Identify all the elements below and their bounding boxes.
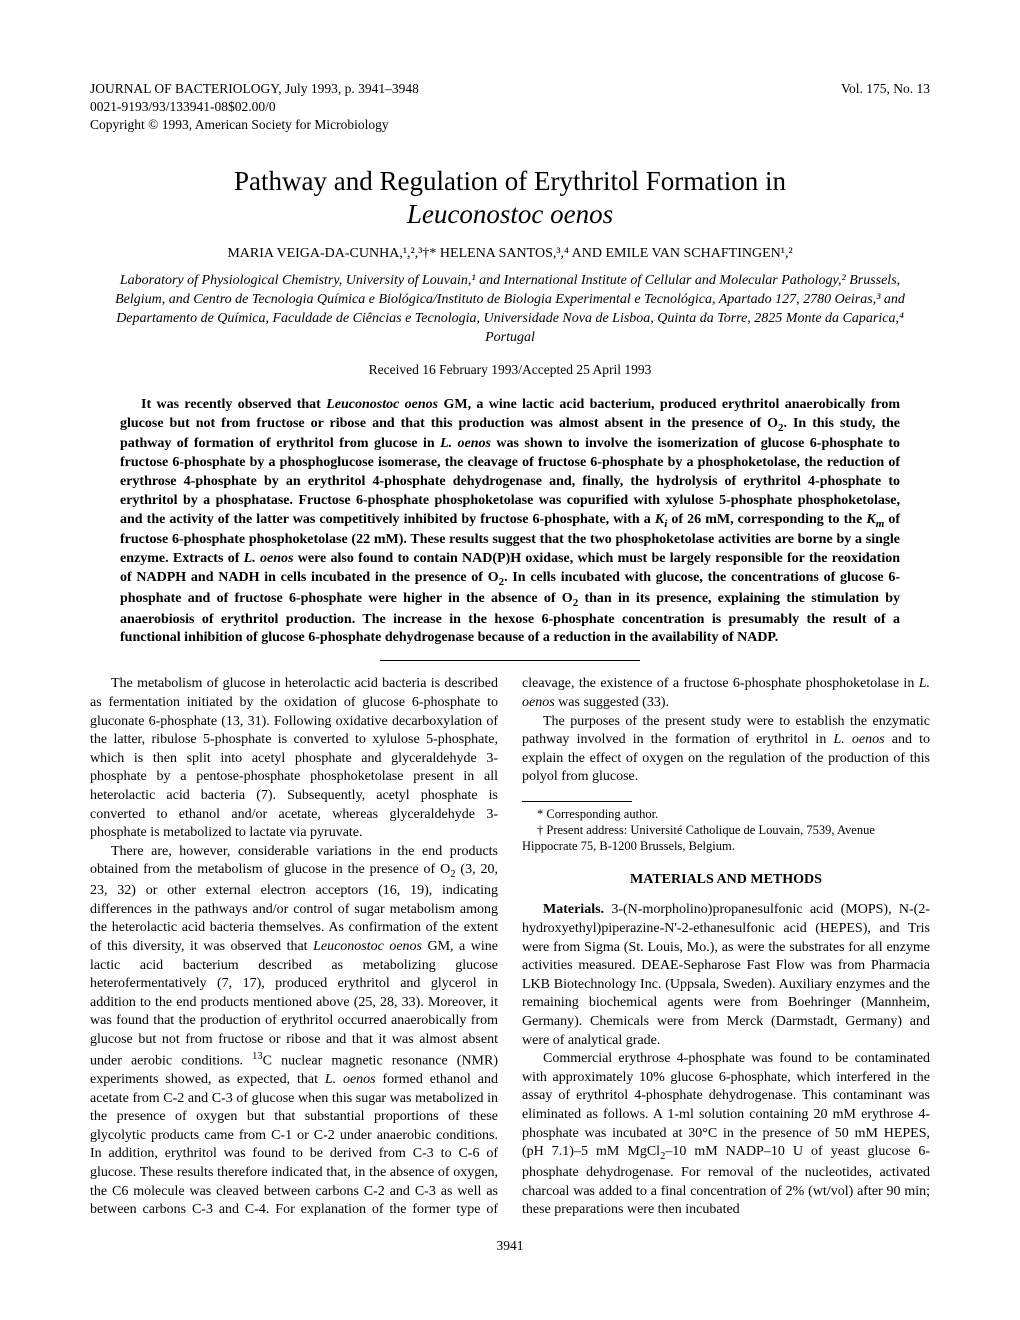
header-left: JOURNAL OF BACTERIOLOGY, July 1993, p. 3… (90, 80, 419, 135)
header-right: Vol. 175, No. 13 (841, 80, 930, 135)
abstract: It was recently observed that Leuconosto… (120, 396, 900, 649)
page: JOURNAL OF BACTERIOLOGY, July 1993, p. 3… (0, 0, 1020, 1320)
footnote-block: * Corresponding author. † Present addres… (522, 801, 930, 855)
footnotes: * Corresponding author. † Present addres… (522, 806, 930, 855)
issn-line: 0021-9193/93/133941-08$02.00/0 (90, 99, 276, 114)
article-title: Pathway and Regulation of Erythritol For… (90, 165, 930, 233)
materials-p2: Commercial erythrose 4-phosphate was fou… (522, 1050, 930, 1220)
body-columns: The metabolism of glucose in heterolacti… (90, 675, 930, 1220)
section-heading-materials: MATERIALS AND METHODS (522, 871, 930, 890)
affiliations: Laboratory of Physiological Chemistry, U… (90, 272, 930, 348)
intro-p3: The purposes of the present study were t… (522, 713, 930, 787)
footnote-corresponding: * Corresponding author. (522, 806, 930, 822)
running-header: JOURNAL OF BACTERIOLOGY, July 1993, p. 3… (90, 80, 930, 135)
title-species: Leuconostoc oenos (407, 199, 613, 229)
footnote-rule (522, 801, 632, 802)
intro-p1: The metabolism of glucose in heterolacti… (90, 675, 498, 842)
copyright-line: Copyright © 1993, American Society for M… (90, 117, 389, 132)
received-accepted: Received 16 February 1993/Accepted 25 Ap… (90, 362, 930, 378)
volume-issue: Vol. 175, No. 13 (841, 81, 930, 96)
journal-line: JOURNAL OF BACTERIOLOGY, July 1993, p. 3… (90, 81, 419, 96)
title-line1: Pathway and Regulation of Erythritol For… (234, 166, 786, 196)
materials-p1: Materials. 3-(N-morpholino)propanesulfon… (522, 901, 930, 1050)
footnote-present-address: † Present address: Université Catholique… (522, 822, 930, 855)
page-number: 3941 (90, 1238, 930, 1254)
authors: MARIA VEIGA-DA-CUNHA,¹,²,³†* HELENA SANT… (90, 246, 930, 262)
abstract-rule (380, 660, 640, 661)
